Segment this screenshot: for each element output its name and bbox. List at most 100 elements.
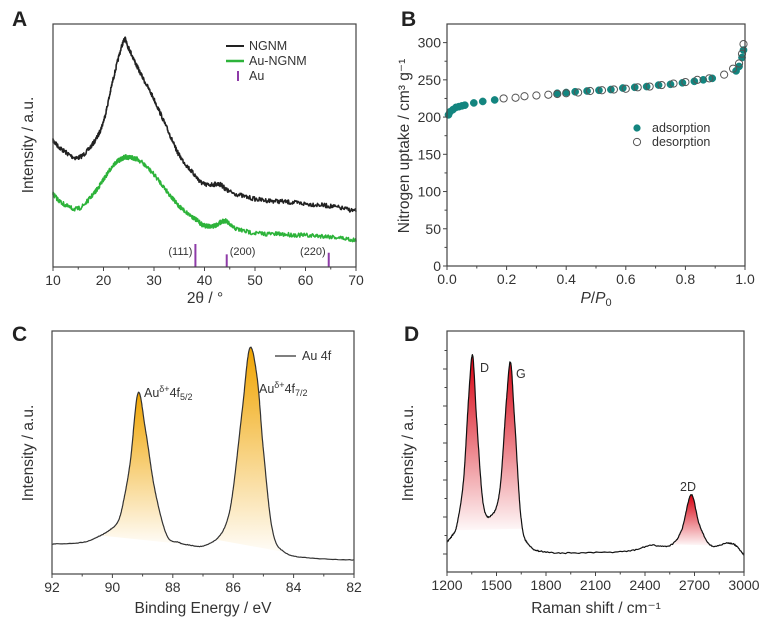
desorption-point	[609, 85, 618, 94]
desorption-point	[562, 89, 571, 98]
panel-b-legend: adsorption desorption	[632, 121, 710, 149]
annotation-au-4f52: Auδ+4f5/2	[144, 384, 193, 402]
hkl-label: (220)	[300, 246, 326, 258]
x-tick-label: 0.8	[676, 271, 696, 287]
series-line-ngnm	[52, 36, 357, 213]
hkl-label: (111)	[168, 246, 192, 258]
x-tick-label: 70	[348, 272, 364, 288]
x-tick-label: 0.4	[556, 271, 576, 287]
x-tick-label: 60	[298, 272, 314, 288]
panel-a-legend: NGNM Au-NGNM Au	[226, 39, 307, 83]
y-tick-label: 0	[433, 258, 441, 274]
ann-au: Au	[144, 386, 159, 400]
legend-label-desorption: desorption	[652, 135, 710, 149]
x-tick-label: 10	[45, 272, 61, 288]
x-tick-label: 0.2	[497, 271, 517, 287]
desorption-point	[621, 84, 630, 93]
x-tick-label: 50	[247, 272, 263, 288]
panel-c-ylabel: Intensity / a.u.	[20, 405, 37, 502]
peak-fill-0	[455, 354, 523, 531]
x-tick-label: 0.6	[616, 271, 636, 287]
xlabel-slash: /	[591, 290, 596, 307]
legend-label-au: Au	[249, 69, 264, 83]
adsorption-point	[595, 86, 603, 95]
peak-fill-1	[215, 347, 285, 553]
adsorption-point	[735, 62, 743, 71]
x-tick-label: 1500	[481, 577, 512, 593]
adsorption-point	[699, 75, 708, 84]
desorption-point	[737, 49, 747, 58]
desorption-point	[574, 88, 583, 97]
x-tick-label: 30	[146, 272, 162, 288]
adsorption-point	[607, 85, 615, 94]
x-tick-label: 2400	[629, 577, 660, 593]
y-tick-label: 100	[418, 184, 442, 200]
panel-b-xlabel: P/P0	[580, 290, 611, 309]
annotation-g-band: G	[516, 367, 526, 381]
desorption-point	[728, 64, 738, 73]
legend-marker-adsorption	[633, 124, 641, 132]
x-tick-label: 40	[197, 272, 213, 288]
desorption-point	[681, 77, 690, 87]
ann-4f: 4f	[170, 386, 181, 400]
desorption-point	[532, 91, 541, 100]
y-tick-label: 300	[418, 35, 442, 51]
adsorption-point	[708, 74, 717, 83]
desorption-point	[720, 70, 729, 79]
x-tick-label: 1200	[431, 577, 462, 593]
panel-d-ylabel: Intensity / a.u.	[400, 405, 417, 502]
adsorption-point	[461, 101, 469, 110]
panel-d-xlabel: Raman shift / cm⁻¹	[531, 600, 661, 617]
peak-fill-1	[672, 494, 711, 546]
x-tick-label: 2700	[679, 577, 710, 593]
panel-c-xlabel: Binding Energy / eV	[134, 600, 272, 617]
legend-label-ngnm: NGNM	[249, 39, 287, 53]
adsorption-point	[571, 87, 579, 96]
xlabel-p0: P	[595, 290, 606, 307]
desorption-point	[511, 93, 520, 102]
legend-label-adsorption: adsorption	[652, 121, 710, 135]
hkl-label: (200)	[230, 246, 256, 258]
y-tick-label: 250	[418, 72, 442, 88]
annotation-d-band: D	[480, 361, 489, 375]
y-tick-label: 150	[418, 146, 442, 162]
desorption-point	[520, 92, 529, 101]
x-tick-label: 82	[346, 579, 362, 595]
annotation-2d-band: 2D	[680, 480, 696, 494]
desorption-point	[705, 74, 714, 83]
panel-label-d: D	[404, 323, 419, 346]
adsorption-point	[469, 99, 478, 107]
adsorption-point	[678, 78, 687, 87]
panel-a-ylabel: Intensity / a.u.	[20, 97, 37, 194]
adsorption-point	[583, 87, 591, 95]
panel-d: 1200 1500 1800 2100 2400 2700 3000	[431, 330, 760, 593]
annotation-au-4f72: Auδ+4f7/2	[259, 380, 308, 398]
x-tick-label: 1800	[530, 577, 561, 593]
panel-label-b: B	[401, 8, 416, 31]
panel-label-c: C	[12, 323, 27, 346]
desorption-point	[499, 94, 508, 103]
ann-delta: δ+	[274, 380, 284, 390]
x-tick-label: 20	[96, 272, 112, 288]
desorption-point	[734, 59, 744, 68]
series-line-au-4f	[51, 346, 355, 561]
desorption-point	[585, 86, 595, 96]
ann-sub: 5/2	[180, 392, 193, 402]
x-tick-label: 3000	[728, 577, 759, 593]
adsorption-point	[642, 82, 651, 91]
adsorption-point	[630, 83, 639, 92]
desorption-point	[657, 80, 666, 90]
x-tick-label: 1.0	[735, 271, 755, 287]
panel-a-xlabel: 2θ / °	[187, 290, 223, 307]
desorption-point	[669, 79, 678, 88]
y-tick-label: 200	[418, 109, 442, 125]
peak-fill-0	[100, 392, 185, 545]
x-tick-label: 90	[105, 579, 121, 595]
series-line-0	[446, 354, 745, 556]
adsorption-point	[654, 81, 663, 89]
adsorption-point	[666, 80, 675, 89]
y-tick-label: 50	[425, 221, 441, 237]
panel-c: 92 90 88 86 84 82	[44, 330, 362, 595]
plot-frame	[52, 23, 357, 268]
